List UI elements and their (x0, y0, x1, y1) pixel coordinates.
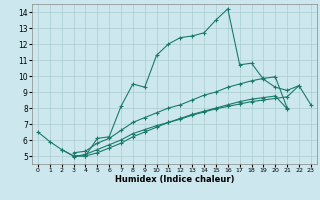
X-axis label: Humidex (Indice chaleur): Humidex (Indice chaleur) (115, 175, 234, 184)
